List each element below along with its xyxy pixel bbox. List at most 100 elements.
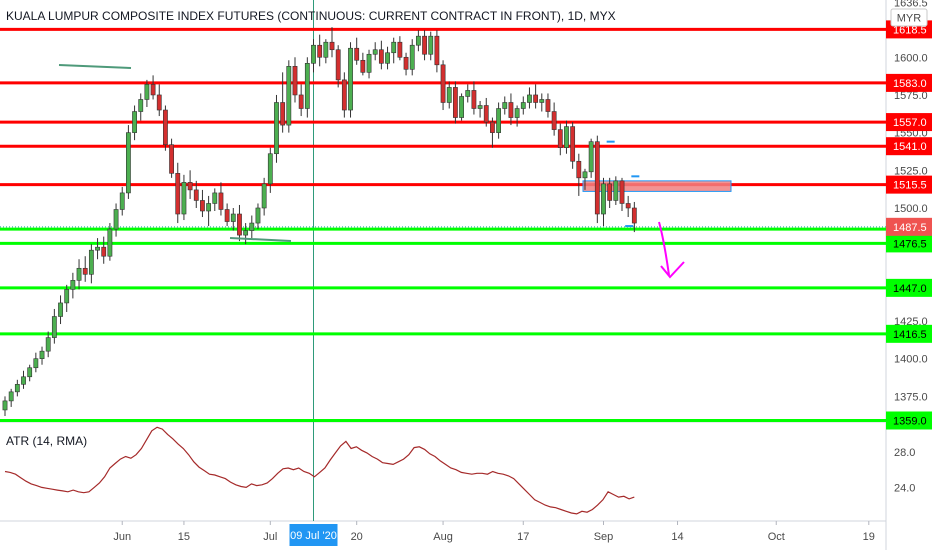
candle[interactable]	[292, 57, 298, 103]
candle[interactable]	[169, 138, 174, 178]
candle[interactable]	[385, 46, 390, 70]
candle[interactable]	[446, 81, 452, 109]
candle[interactable]	[88, 244, 94, 284]
candle[interactable]	[422, 30, 427, 61]
candle[interactable]	[280, 72, 286, 133]
candle[interactable]	[496, 102, 501, 139]
candle[interactable]	[459, 93, 464, 121]
candle[interactable]	[403, 52, 409, 76]
candle[interactable]	[2, 396, 8, 416]
currency-badge[interactable]	[890, 8, 928, 27]
candle[interactable]	[625, 195, 631, 218]
candle[interactable]	[76, 259, 82, 290]
candle[interactable]	[119, 186, 125, 216]
candle[interactable]	[613, 176, 619, 205]
candle[interactable]	[33, 352, 39, 373]
candle[interactable]	[545, 93, 551, 118]
candle[interactable]	[397, 36, 403, 61]
candle[interactable]	[113, 203, 119, 237]
candle[interactable]	[218, 182, 224, 216]
candle[interactable]	[631, 201, 637, 233]
candle[interactable]	[514, 105, 520, 127]
candle[interactable]	[311, 39, 316, 73]
candle[interactable]	[440, 60, 446, 111]
trendline-top[interactable]	[58, 64, 132, 69]
candle[interactable]	[323, 39, 329, 64]
candle[interactable]	[317, 34, 323, 67]
candle[interactable]	[70, 272, 76, 299]
candle[interactable]	[564, 120, 569, 154]
candle[interactable]	[576, 153, 582, 196]
candle[interactable]	[95, 238, 100, 260]
candle[interactable]	[261, 177, 267, 216]
candle[interactable]	[82, 256, 88, 282]
candle[interactable]	[508, 93, 514, 126]
candle[interactable]	[237, 204, 242, 242]
candle[interactable]	[27, 364, 33, 382]
candle[interactable]	[502, 96, 508, 115]
candle[interactable]	[601, 177, 606, 227]
candle[interactable]	[490, 117, 495, 148]
candle[interactable]	[175, 162, 181, 224]
candle[interactable]	[163, 105, 168, 151]
candle[interactable]	[477, 100, 483, 118]
arrow-head[interactable]	[660, 261, 685, 279]
candle[interactable]	[465, 84, 471, 103]
trendline-bottom[interactable]	[229, 237, 292, 242]
candle[interactable]	[471, 81, 477, 115]
candle[interactable]	[354, 37, 360, 65]
candle[interactable]	[224, 203, 230, 227]
candle[interactable]	[409, 39, 415, 76]
candle[interactable]	[415, 30, 421, 52]
candle[interactable]	[230, 207, 236, 231]
candle[interactable]	[150, 75, 156, 100]
candle[interactable]	[187, 170, 193, 199]
candle[interactable]	[51, 308, 57, 344]
candle[interactable]	[39, 346, 45, 365]
candle[interactable]	[212, 188, 218, 211]
candle[interactable]	[391, 37, 397, 64]
candle[interactable]	[64, 284, 70, 312]
candle[interactable]	[249, 215, 255, 239]
candle[interactable]	[304, 57, 310, 118]
candle[interactable]	[557, 123, 563, 156]
candle[interactable]	[107, 223, 113, 261]
candle[interactable]	[138, 93, 144, 121]
candle[interactable]	[267, 147, 273, 193]
candle[interactable]	[619, 177, 625, 211]
candle[interactable]	[243, 223, 249, 245]
candle[interactable]	[551, 102, 557, 136]
candle[interactable]	[298, 84, 304, 117]
candle[interactable]	[101, 236, 107, 264]
candle[interactable]	[274, 94, 279, 163]
arrow-shaft[interactable]	[658, 221, 670, 276]
candle[interactable]	[156, 84, 162, 117]
candle[interactable]	[193, 180, 199, 208]
candle[interactable]	[372, 42, 378, 61]
candle[interactable]	[483, 97, 489, 127]
candle[interactable]	[378, 40, 384, 70]
candle[interactable]	[366, 49, 372, 79]
candle[interactable]	[181, 174, 187, 221]
resistance-zone[interactable]	[582, 180, 732, 192]
candle[interactable]	[533, 84, 539, 109]
candle[interactable]	[58, 295, 63, 325]
candle[interactable]	[428, 31, 434, 61]
candle[interactable]	[607, 177, 613, 208]
candle[interactable]	[594, 135, 600, 224]
candle[interactable]	[335, 45, 341, 88]
candle[interactable]	[286, 60, 292, 133]
candle[interactable]	[539, 93, 545, 112]
candle[interactable]	[520, 96, 526, 115]
candle[interactable]	[434, 30, 440, 73]
candle[interactable]	[14, 379, 20, 397]
candle[interactable]	[329, 27, 335, 58]
candle[interactable]	[144, 79, 150, 108]
candle[interactable]	[255, 203, 261, 230]
candle[interactable]	[582, 168, 588, 190]
candle[interactable]	[570, 122, 576, 169]
candle[interactable]	[348, 42, 353, 118]
candle[interactable]	[8, 388, 14, 407]
candle[interactable]	[21, 370, 26, 389]
